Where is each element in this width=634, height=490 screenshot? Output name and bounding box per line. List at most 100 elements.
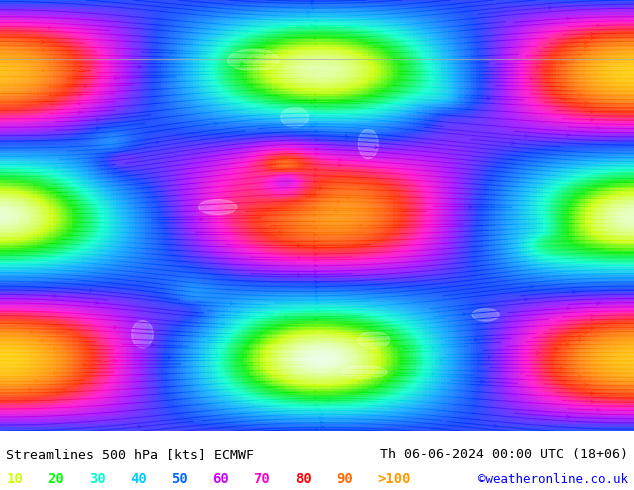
FancyArrowPatch shape — [591, 400, 595, 403]
FancyArrowPatch shape — [313, 368, 317, 371]
Text: 90: 90 — [336, 472, 353, 487]
FancyArrowPatch shape — [307, 15, 311, 18]
FancyArrowPatch shape — [597, 24, 600, 27]
Text: 40: 40 — [130, 472, 146, 487]
FancyArrowPatch shape — [29, 388, 33, 391]
FancyArrowPatch shape — [579, 53, 583, 56]
Text: Streamlines 500 hPa [kts] ECMWF: Streamlines 500 hPa [kts] ECMWF — [6, 448, 254, 461]
FancyArrowPatch shape — [481, 380, 484, 383]
FancyArrowPatch shape — [573, 291, 576, 293]
Text: 60: 60 — [212, 472, 229, 487]
FancyArrowPatch shape — [320, 187, 323, 190]
Text: ©weatheronline.co.uk: ©weatheronline.co.uk — [477, 473, 628, 486]
FancyArrowPatch shape — [314, 93, 318, 96]
FancyArrowPatch shape — [560, 85, 564, 88]
FancyArrowPatch shape — [314, 99, 318, 102]
FancyArrowPatch shape — [585, 384, 588, 387]
FancyArrowPatch shape — [555, 347, 559, 350]
Text: 70: 70 — [254, 472, 270, 487]
FancyArrowPatch shape — [113, 326, 117, 329]
FancyArrowPatch shape — [53, 57, 57, 60]
FancyArrowPatch shape — [313, 193, 317, 196]
Text: 10: 10 — [6, 472, 23, 487]
FancyArrowPatch shape — [314, 385, 318, 387]
FancyArrowPatch shape — [314, 152, 318, 155]
FancyArrowPatch shape — [312, 6, 316, 9]
FancyArrowPatch shape — [53, 294, 57, 297]
FancyArrowPatch shape — [138, 66, 141, 68]
FancyArrowPatch shape — [494, 425, 498, 427]
FancyArrowPatch shape — [200, 218, 204, 220]
FancyArrowPatch shape — [339, 164, 342, 167]
FancyArrowPatch shape — [53, 371, 57, 374]
FancyArrowPatch shape — [236, 311, 240, 313]
FancyArrowPatch shape — [241, 63, 244, 66]
FancyArrowPatch shape — [469, 205, 472, 208]
FancyArrowPatch shape — [591, 392, 595, 395]
FancyArrowPatch shape — [264, 342, 268, 344]
FancyArrowPatch shape — [314, 265, 318, 267]
Ellipse shape — [341, 366, 387, 378]
Ellipse shape — [281, 107, 309, 127]
FancyArrowPatch shape — [560, 61, 564, 64]
FancyArrowPatch shape — [314, 336, 318, 339]
FancyArrowPatch shape — [316, 310, 320, 313]
FancyArrowPatch shape — [567, 307, 571, 310]
FancyArrowPatch shape — [315, 19, 318, 22]
FancyArrowPatch shape — [340, 375, 344, 378]
FancyArrowPatch shape — [315, 285, 319, 288]
FancyArrowPatch shape — [585, 49, 588, 52]
FancyArrowPatch shape — [314, 403, 318, 406]
FancyArrowPatch shape — [591, 327, 595, 329]
FancyArrowPatch shape — [591, 37, 595, 39]
FancyArrowPatch shape — [48, 26, 52, 29]
FancyArrowPatch shape — [579, 94, 583, 97]
FancyArrowPatch shape — [89, 289, 93, 292]
FancyArrowPatch shape — [560, 367, 564, 370]
FancyArrowPatch shape — [321, 426, 325, 429]
FancyArrowPatch shape — [315, 130, 319, 133]
FancyArrowPatch shape — [440, 359, 444, 362]
FancyArrowPatch shape — [315, 122, 318, 125]
FancyArrowPatch shape — [231, 302, 234, 305]
FancyArrowPatch shape — [311, 2, 314, 5]
Text: 20: 20 — [48, 472, 64, 487]
FancyArrowPatch shape — [311, 125, 314, 128]
FancyArrowPatch shape — [168, 356, 172, 359]
FancyArrowPatch shape — [567, 343, 571, 346]
FancyArrowPatch shape — [79, 111, 82, 114]
FancyArrowPatch shape — [316, 428, 319, 431]
FancyArrowPatch shape — [314, 88, 317, 91]
FancyArrowPatch shape — [114, 360, 117, 362]
FancyArrowPatch shape — [41, 339, 45, 342]
FancyArrowPatch shape — [314, 246, 318, 249]
FancyArrowPatch shape — [84, 363, 87, 366]
FancyArrowPatch shape — [316, 301, 320, 304]
FancyArrowPatch shape — [297, 244, 301, 247]
Text: 30: 30 — [89, 472, 105, 487]
FancyArrowPatch shape — [314, 168, 318, 171]
FancyArrowPatch shape — [315, 307, 319, 310]
FancyArrowPatch shape — [591, 110, 595, 113]
FancyArrowPatch shape — [315, 290, 319, 293]
FancyArrowPatch shape — [315, 147, 318, 150]
Ellipse shape — [132, 320, 153, 348]
FancyArrowPatch shape — [585, 331, 588, 334]
FancyArrowPatch shape — [313, 233, 317, 236]
FancyArrowPatch shape — [313, 373, 317, 376]
FancyArrowPatch shape — [221, 322, 225, 325]
FancyArrowPatch shape — [314, 397, 318, 399]
FancyArrowPatch shape — [597, 409, 600, 411]
FancyArrowPatch shape — [96, 127, 100, 129]
FancyArrowPatch shape — [55, 167, 58, 169]
FancyArrowPatch shape — [115, 77, 118, 79]
FancyArrowPatch shape — [567, 133, 571, 136]
FancyArrowPatch shape — [487, 97, 491, 100]
FancyArrowPatch shape — [345, 135, 349, 138]
FancyArrowPatch shape — [314, 112, 318, 115]
FancyArrowPatch shape — [313, 207, 317, 209]
FancyArrowPatch shape — [41, 69, 45, 72]
Ellipse shape — [472, 309, 499, 321]
FancyArrowPatch shape — [279, 231, 282, 234]
FancyArrowPatch shape — [573, 57, 576, 60]
